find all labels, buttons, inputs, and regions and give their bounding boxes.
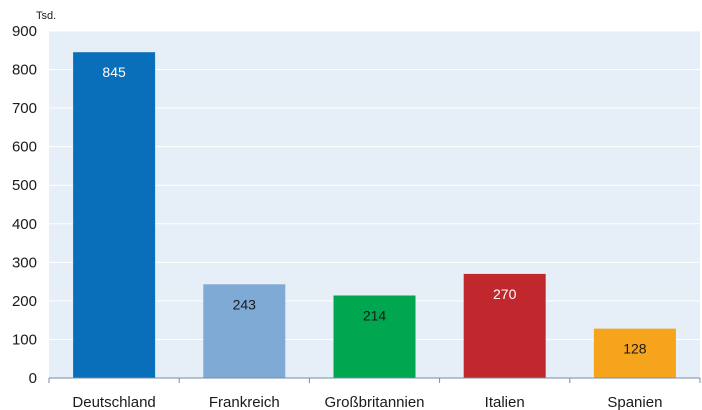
- y-tick-label: 300: [12, 254, 37, 271]
- bar: [73, 52, 156, 378]
- bar-value-labels: 845 243 214 270 128: [102, 64, 646, 356]
- bar: [463, 273, 546, 378]
- bar: [203, 284, 286, 378]
- x-tick-label: Italien: [485, 394, 525, 410]
- x-tick-label: Frankreich: [209, 394, 280, 410]
- y-tick-label: 900: [12, 23, 37, 40]
- bar-value-label: 128: [623, 341, 647, 357]
- bars: [73, 52, 676, 378]
- x-tick-label: Großbritannien: [324, 394, 424, 410]
- y-tick-label: 200: [12, 293, 37, 310]
- y-tick-label: 500: [12, 177, 37, 194]
- bar-value-label: 845: [102, 64, 126, 80]
- x-tick-label: Deutschland: [72, 394, 155, 410]
- bar: [333, 295, 416, 378]
- y-tick-label: 400: [12, 216, 37, 233]
- y-tick-label: 0: [29, 370, 37, 387]
- bar-value-label: 243: [233, 296, 257, 312]
- y-tick-label: 100: [12, 331, 37, 348]
- y-tick-label: 700: [12, 100, 37, 117]
- bar-value-label: 270: [493, 286, 517, 302]
- x-axis: Deutschland Frankreich Großbritannien Itali…: [48, 377, 701, 410]
- bar: [593, 328, 676, 378]
- y-axis-unit-label: Tsd.: [36, 10, 56, 22]
- y-axis: 0 100 200 300 400 500 600 700 800 900: [12, 23, 37, 387]
- x-tick-label: Spanien: [607, 394, 662, 410]
- y-tick-label: 800: [12, 62, 37, 79]
- bar-value-label: 214: [363, 307, 387, 323]
- y-tick-label: 600: [12, 139, 37, 156]
